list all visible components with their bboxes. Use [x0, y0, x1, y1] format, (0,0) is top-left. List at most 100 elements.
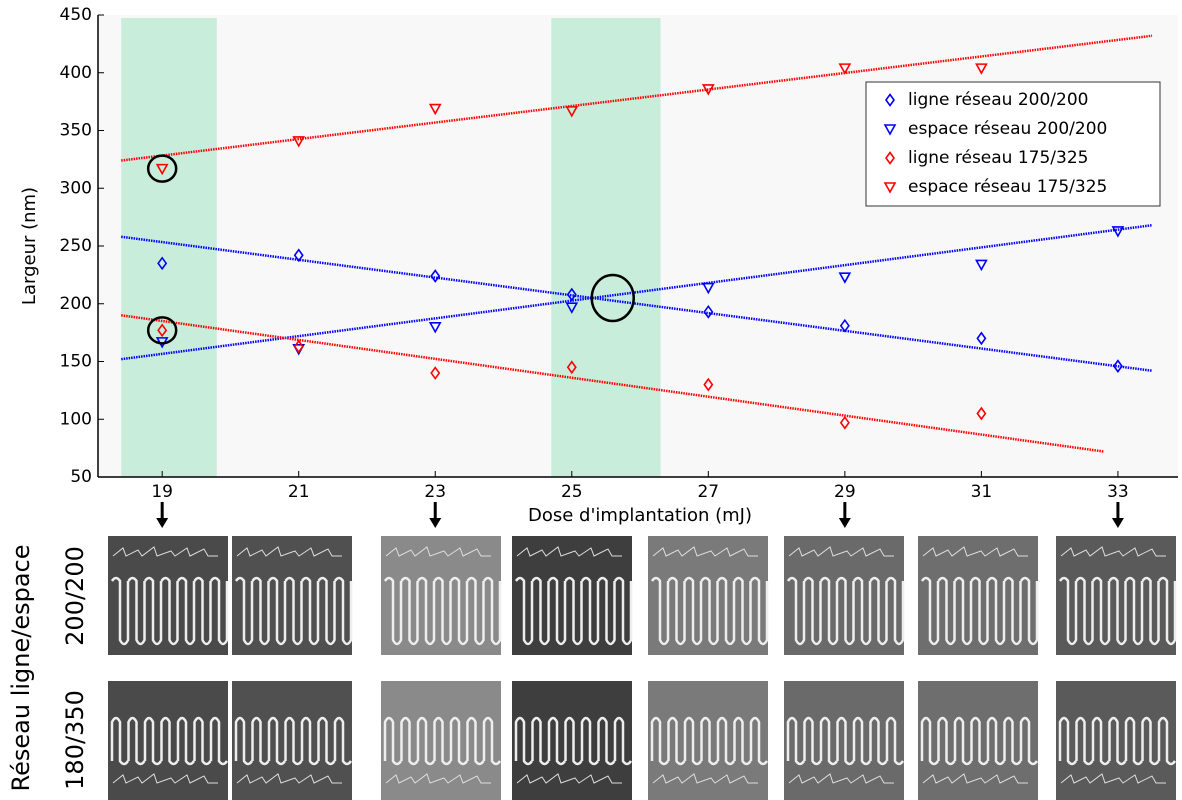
y-tick-label: 250 — [60, 236, 92, 256]
data-point — [157, 256, 168, 271]
sem-pattern — [234, 576, 353, 646]
sem-pattern — [920, 716, 1039, 766]
circle-annotation — [590, 273, 635, 323]
trend-line — [121, 223, 1153, 361]
data-point — [565, 106, 579, 118]
sem-image — [1056, 536, 1177, 655]
sem-pattern — [920, 576, 1039, 646]
data-point — [1112, 359, 1123, 373]
sem-profile — [1060, 546, 1166, 557]
sem-profile — [236, 546, 342, 557]
data-point — [428, 322, 442, 334]
sem-pattern — [383, 716, 502, 766]
sem-pattern — [650, 576, 769, 646]
sem-pattern — [1058, 576, 1177, 646]
sem-image — [232, 681, 353, 800]
legend-marker — [885, 151, 895, 165]
sem-image — [784, 681, 905, 800]
data-point — [155, 163, 169, 176]
data-point — [839, 318, 850, 333]
data-point — [428, 103, 442, 116]
sem-image — [784, 536, 905, 655]
data-point — [1111, 226, 1125, 238]
sem-image — [512, 681, 633, 800]
sem-image — [108, 681, 229, 800]
sem-profile — [112, 773, 218, 784]
trend-line — [121, 314, 1105, 453]
sem-image — [918, 536, 1039, 655]
data-point — [839, 415, 850, 430]
arrow-head — [156, 518, 169, 528]
data-point — [430, 366, 441, 380]
y-tick-label: 200 — [60, 294, 92, 314]
data-point — [975, 63, 988, 75]
data-point — [292, 136, 306, 148]
sem-profile — [922, 773, 1028, 784]
sem-image — [232, 536, 353, 655]
image-row-label: 180/350 — [61, 690, 89, 790]
x-tick-label: 21 — [288, 482, 310, 502]
sem-pattern — [514, 716, 633, 766]
sem-profile — [788, 773, 894, 784]
y-tick-label: 350 — [60, 121, 92, 141]
data-point — [703, 377, 714, 392]
x-tick-label: 19 — [151, 482, 173, 502]
sem-pattern — [234, 716, 353, 766]
sem-pattern — [786, 576, 905, 646]
legend-label: espace réseau 200/200 — [908, 119, 1107, 139]
y-tick-label: 50 — [70, 467, 92, 487]
data-point — [701, 84, 715, 96]
circle-annotation — [146, 154, 178, 183]
image-row-label: 200/200 — [61, 546, 89, 646]
sem-image — [381, 681, 502, 800]
data-point — [703, 304, 714, 319]
sem-profile — [652, 546, 758, 557]
highlight-band — [551, 18, 661, 477]
y-tick-label: 300 — [60, 178, 92, 198]
data-point — [430, 269, 441, 283]
arrow-head — [838, 518, 851, 528]
sem-profile — [1060, 773, 1166, 784]
legend-label: espace réseau 175/325 — [908, 177, 1107, 197]
sem-profile — [112, 546, 218, 557]
legend-marker — [885, 93, 895, 107]
x-axis-label: Dose d'implantation (mJ) — [528, 505, 752, 526]
y-tick-label: 150 — [60, 352, 92, 372]
data-point — [976, 331, 987, 346]
data-point — [565, 302, 579, 314]
data-point — [701, 282, 715, 295]
circle-annotation — [146, 316, 178, 345]
data-point — [293, 339, 304, 354]
y-axis-label: Largeur (nm) — [19, 187, 40, 305]
y-tick-label: 450 — [60, 5, 92, 25]
sem-image — [108, 536, 229, 655]
sem-pattern — [514, 576, 633, 646]
x-tick-label: 27 — [697, 482, 719, 502]
x-tick-label: 25 — [561, 482, 583, 502]
sem-profile — [652, 773, 758, 784]
legend-box — [865, 81, 1161, 207]
y-tick-label: 400 — [60, 63, 92, 83]
highlight-band — [121, 18, 217, 477]
sem-pattern — [1058, 716, 1177, 766]
data-point — [838, 272, 852, 284]
sem-pattern — [650, 716, 769, 766]
legend-marker — [883, 182, 897, 194]
x-tick-label: 29 — [834, 482, 856, 502]
image-group-label: Réseau ligne/espace — [7, 545, 35, 792]
sem-pattern — [110, 576, 229, 646]
legend-label: ligne réseau 200/200 — [908, 90, 1088, 110]
x-tick-label: 33 — [1107, 482, 1129, 502]
trend-line — [121, 34, 1153, 162]
y-tick-label: 100 — [60, 409, 92, 429]
sem-image — [648, 536, 769, 655]
data-point — [157, 323, 168, 338]
sem-image — [381, 536, 502, 655]
sem-pattern — [383, 576, 502, 646]
sem-pattern — [786, 716, 905, 766]
data-point — [566, 360, 577, 375]
sem-profile — [922, 546, 1028, 557]
trend-line — [121, 235, 1153, 372]
sem-profile — [516, 546, 622, 557]
